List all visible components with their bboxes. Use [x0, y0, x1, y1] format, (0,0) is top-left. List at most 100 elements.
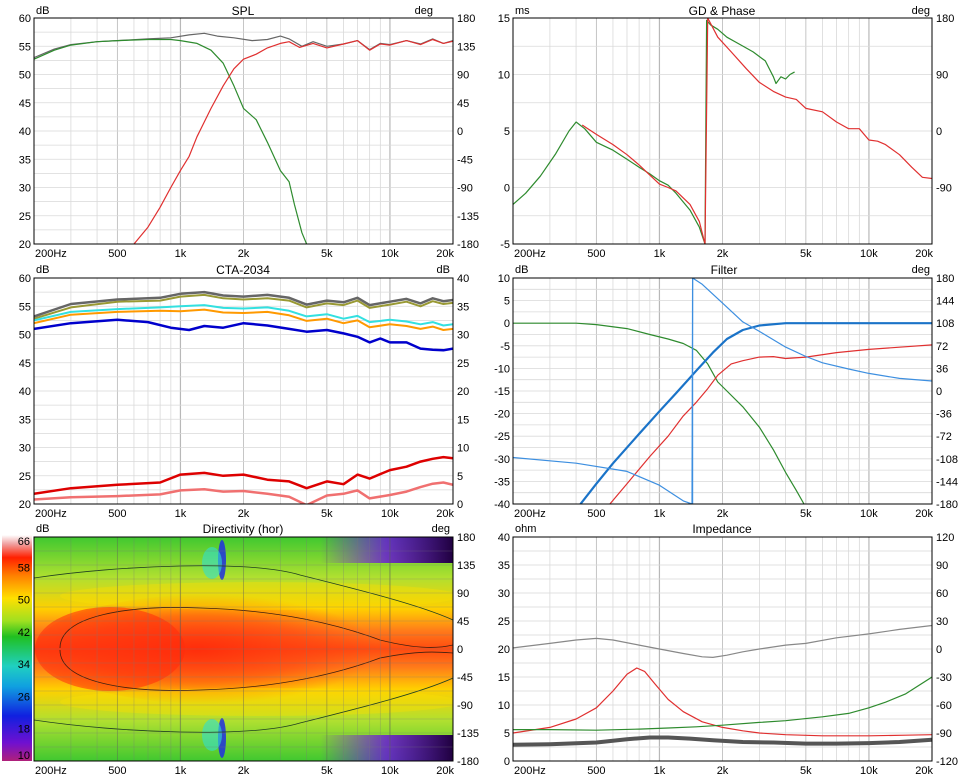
y-tick-label-right: -144 — [936, 476, 958, 488]
heatmap-directivity — [34, 537, 453, 761]
x-tick-label: 10k — [860, 765, 878, 777]
y-tick-label-right: 30 — [457, 330, 469, 342]
grid-filter — [513, 277, 932, 505]
y-tick-label-right: -45 — [457, 154, 473, 166]
y-tick-label-left: 0 — [504, 183, 510, 195]
tick-labels-impedance: 200Hz 500 1k 2k 5k 10k 20k 0 5 10 15 20 25 30 35 40 -120… — [498, 532, 958, 777]
y-tick-label-left: 55 — [19, 41, 31, 53]
x-tick-label: 10k — [381, 508, 399, 520]
tick-labels-spl: 200Hz 500 1k 2k 5k 10k 20k 20 25 30 35 40 45 50 55 60 -1… — [19, 13, 479, 260]
series-impedance — [513, 624, 932, 747]
ylabel-left-gd: ms — [515, 5, 530, 17]
y-tick-label-left: -30 — [494, 454, 510, 466]
y-tick-label-left: -25 — [494, 431, 510, 443]
y-tick-label-left: 55 — [19, 301, 31, 313]
y-tick-label-right: 90 — [457, 588, 469, 600]
x-tick-label: 10k — [860, 248, 878, 260]
colorbar-tick-label: 26 — [18, 691, 30, 703]
y-tick-label-right: 0 — [936, 644, 942, 656]
y-tick-label-right: 0 — [936, 386, 942, 398]
x-tick-label: 5k — [800, 508, 812, 520]
colorbar-tick-label: 50 — [18, 595, 30, 607]
y-tick-label-right: 135 — [457, 560, 475, 572]
chart-title-cta: CTA-2034 — [216, 263, 270, 277]
x-tick-label: 500 — [587, 508, 605, 520]
y-tick-label-right: 90 — [936, 560, 948, 572]
y-tick-label-right: -90 — [457, 183, 473, 195]
x-tick-label: 5k — [800, 765, 812, 777]
heatmap-cyan-top — [202, 547, 222, 579]
y-tick-label-right: 36 — [936, 363, 948, 375]
x-tick-label: 5k — [800, 248, 812, 260]
ylabel-left-cta: dB — [36, 264, 49, 276]
y-tick-label-right: 180 — [936, 13, 954, 25]
y-tick-label-left: 45 — [19, 98, 31, 110]
tick-labels-filter: 200Hz 500 1k 2k 5k 10k 20k-40-35-30-25-20-15-1… — [494, 273, 958, 520]
y-tick-label-right: 0 — [457, 644, 463, 656]
frame-cta — [33, 277, 454, 505]
x-tick-label: 2k — [238, 248, 250, 260]
x-tick-label: 2k — [238, 765, 250, 777]
series-filter — [513, 278, 932, 504]
y-tick-label-right: -72 — [936, 431, 952, 443]
chart-title-impedance: Impedance — [692, 522, 752, 536]
series-line-filter-0 — [513, 322, 805, 504]
colorbar-tick-label: 42 — [18, 627, 30, 639]
ylabel-right-gd: deg — [912, 5, 930, 17]
series-line-cta-2 — [34, 304, 453, 327]
y-tick-label-right: 0 — [457, 499, 463, 511]
x-tick-label: 1k — [175, 508, 187, 520]
heatmap-yellow-band-bottom — [60, 688, 453, 716]
y-tick-label-left: 30 — [498, 588, 510, 600]
y-tick-label-right: -135 — [457, 211, 479, 223]
colorbar-tick-label: 10 — [18, 750, 30, 762]
series-line-impedance-0 — [513, 624, 932, 658]
x-tick-label: 20k — [915, 508, 933, 520]
y-tick-label-right: 10 — [457, 443, 469, 455]
x-tick-label: 1k — [654, 508, 666, 520]
frame-filter — [512, 277, 933, 505]
y-tick-label-left: 25 — [19, 471, 31, 483]
colorbar — [2, 535, 32, 761]
y-tick-label-right: -30 — [936, 672, 952, 684]
y-tick-label-right: 108 — [936, 318, 954, 330]
contour-inner — [59, 607, 453, 691]
x-tick-label: 200Hz — [35, 248, 67, 260]
x-tick-label: 500 — [587, 765, 605, 777]
y-tick-label-left: 40 — [498, 532, 510, 544]
x-tick-label: 500 — [108, 248, 126, 260]
y-tick-label-left: 10 — [498, 700, 510, 712]
y-tick-label-left: -5 — [500, 341, 510, 353]
y-tick-label-left: 0 — [504, 318, 510, 330]
y-tick-label-left: 40 — [19, 386, 31, 398]
y-tick-label-left: 0 — [504, 756, 510, 768]
series-line-gd-0 — [513, 19, 795, 244]
y-tick-label-right: 90 — [457, 70, 469, 82]
y-tick-label-right: 60 — [936, 588, 948, 600]
y-tick-label-left: 30 — [19, 443, 31, 455]
y-tick-label-left: 50 — [19, 330, 31, 342]
y-tick-label-right: -60 — [936, 700, 952, 712]
panel-spl: SPL dB deg 200Hz 500 1k 2k 5k 10k 20k202530354… — [19, 4, 479, 260]
x-tick-label: 1k — [654, 765, 666, 777]
y-tick-label-left: -15 — [494, 386, 510, 398]
series-line-filter-2 — [579, 322, 932, 504]
grid-gd — [513, 17, 932, 245]
tick-labels-cta: 200Hz 500 1k 2k 5k 10k 20k 20 25 30 35 40 45 50 55 60 0 5… — [19, 273, 470, 520]
series-line-filter-1 — [609, 344, 932, 504]
x-tick-label: 10k — [860, 508, 878, 520]
chart-title-directivity: Directivity (hor) — [203, 522, 284, 536]
y-tick-label-right: -90 — [936, 728, 952, 740]
frame-spl — [33, 17, 454, 245]
y-tick-label-left: 15 — [498, 672, 510, 684]
y-tick-label-right: 45 — [457, 98, 469, 110]
series-line-impedance-1 — [513, 667, 932, 737]
series-line-cta-6 — [34, 481, 453, 504]
x-tick-label: 200Hz — [514, 508, 546, 520]
y-tick-label-right: 120 — [936, 532, 954, 544]
y-tick-label-right: 180 — [457, 13, 475, 25]
y-tick-label-left: 15 — [498, 13, 510, 25]
y-tick-label-left: 10 — [498, 273, 510, 285]
series-line-gd-1 — [582, 18, 932, 244]
